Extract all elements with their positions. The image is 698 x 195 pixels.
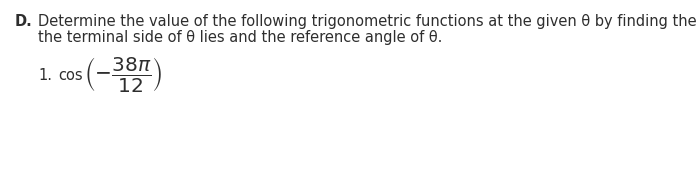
Text: $\left(-\dfrac{38\pi}{12}\right)$: $\left(-\dfrac{38\pi}{12}\right)$ — [84, 56, 163, 95]
Text: Determine the value of the following trigonometric functions at the given θ by f: Determine the value of the following tri… — [38, 14, 698, 29]
Text: the terminal side of θ lies and the reference angle of θ.: the terminal side of θ lies and the refe… — [38, 30, 443, 45]
Text: 1.: 1. — [38, 67, 52, 82]
Text: D.: D. — [15, 14, 33, 29]
Text: cos: cos — [58, 67, 82, 82]
